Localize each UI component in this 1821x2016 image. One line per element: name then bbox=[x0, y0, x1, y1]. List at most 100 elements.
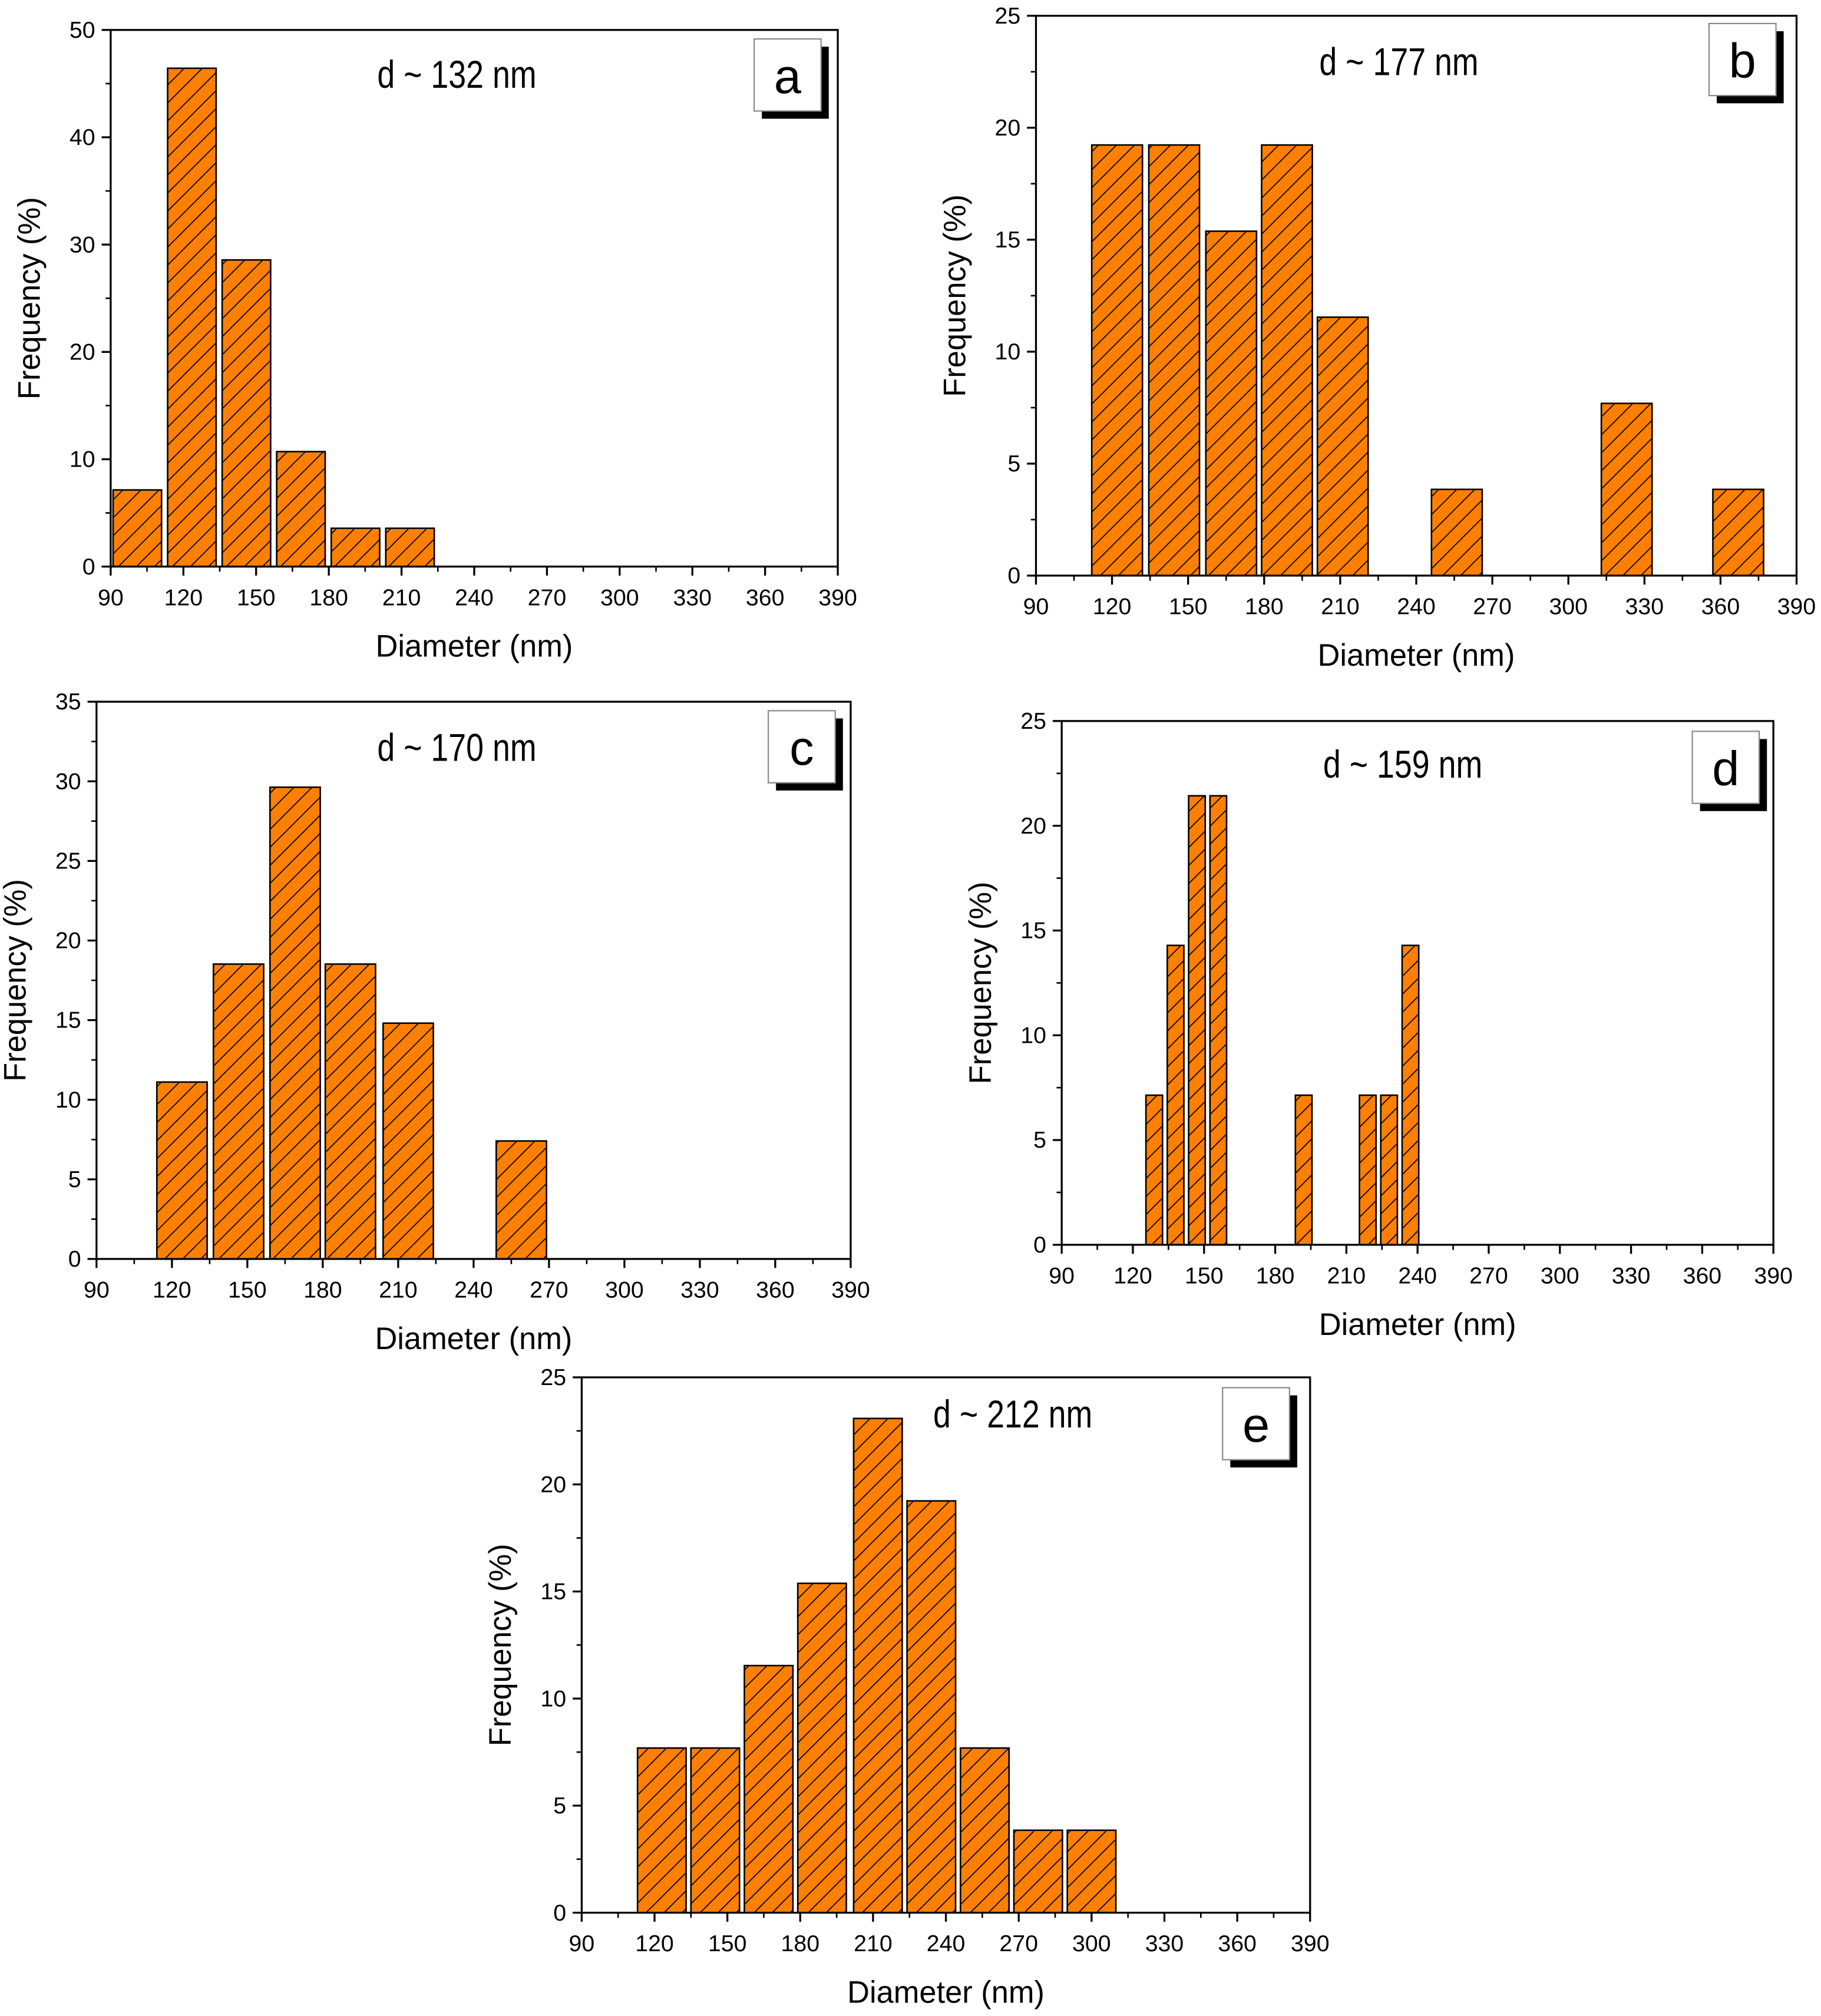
bar bbox=[276, 451, 326, 568]
x-tick-label: 240 bbox=[1397, 594, 1436, 620]
bar bbox=[690, 1747, 741, 1913]
x-tick-label: 390 bbox=[1291, 1931, 1330, 1956]
x-tick-label: 330 bbox=[1612, 1263, 1651, 1288]
y-tick-label: 10 bbox=[540, 1685, 566, 1711]
x-tick-label: 180 bbox=[1245, 594, 1284, 620]
chart-panel-b: 90 120 150 180 210 240 270 300 330 360 390 0 5 10 15 20… bbox=[938, 3, 1816, 673]
bar bbox=[1600, 402, 1653, 577]
y-tick-label: 0 bbox=[1007, 563, 1020, 589]
x-tick-label: 180 bbox=[309, 584, 348, 610]
bar bbox=[1166, 944, 1185, 1246]
bar bbox=[1294, 1094, 1313, 1246]
plot-frame bbox=[95, 700, 852, 1260]
bar bbox=[852, 1417, 903, 1913]
x-tick-label: 330 bbox=[673, 584, 712, 610]
x-tick-label: 150 bbox=[1169, 594, 1208, 620]
panel-label-box bbox=[1222, 1387, 1290, 1460]
x-axis-label: Diameter (nm) bbox=[1319, 1308, 1516, 1342]
x-tick-label: 240 bbox=[455, 584, 494, 610]
x-tick-label: 90 bbox=[1023, 594, 1049, 620]
x-tick-label: 150 bbox=[708, 1931, 747, 1956]
panel-label-box bbox=[768, 710, 836, 784]
panel-label-box bbox=[1708, 22, 1777, 97]
x-tick-label: 150 bbox=[1185, 1263, 1224, 1288]
x-tick-label: 390 bbox=[1754, 1263, 1793, 1288]
bar bbox=[1145, 1094, 1164, 1246]
x-tick-label: 360 bbox=[1218, 1931, 1257, 1956]
y-tick-label: 50 bbox=[70, 17, 95, 43]
y-tick-label: 15 bbox=[1020, 918, 1046, 944]
panel-label: c bbox=[789, 721, 814, 775]
bar bbox=[1712, 488, 1764, 577]
y-tick-label: 20 bbox=[55, 928, 81, 954]
y-tick-label: 20 bbox=[540, 1472, 566, 1498]
bar bbox=[112, 489, 163, 568]
x-tick-label: 120 bbox=[164, 584, 203, 610]
y-tick-label: 0 bbox=[68, 1246, 81, 1272]
mean-diameter-annotation: d ~ 177 nm bbox=[1319, 40, 1478, 83]
x-tick-label: 90 bbox=[84, 1277, 110, 1303]
x-tick-label: 210 bbox=[379, 1277, 418, 1303]
x-tick-label: 300 bbox=[605, 1277, 644, 1303]
bar bbox=[156, 1081, 208, 1260]
x-tick-label: 240 bbox=[454, 1277, 493, 1303]
x-tick-label: 300 bbox=[1549, 594, 1588, 620]
y-tick-label: 20 bbox=[1020, 813, 1046, 839]
bar bbox=[495, 1140, 547, 1260]
y-tick-label: 5 bbox=[553, 1793, 566, 1819]
panel-label-box bbox=[753, 38, 822, 112]
x-tick-label: 90 bbox=[98, 584, 124, 610]
y-tick-label: 20 bbox=[70, 339, 95, 365]
bar bbox=[1359, 1094, 1377, 1246]
x-tick-label: 300 bbox=[1541, 1263, 1579, 1288]
x-tick-label: 240 bbox=[1398, 1263, 1437, 1288]
x-tick-label: 330 bbox=[680, 1277, 719, 1303]
x-tick-label: 150 bbox=[228, 1277, 267, 1303]
panel-label: a bbox=[774, 49, 802, 104]
x-axis-label: Diameter (nm) bbox=[1318, 639, 1515, 673]
bar bbox=[1316, 316, 1369, 577]
x-tick-label: 270 bbox=[1473, 594, 1512, 620]
bar bbox=[1066, 1829, 1117, 1913]
x-tick-label: 390 bbox=[818, 584, 857, 610]
y-tick-label: 25 bbox=[995, 3, 1021, 29]
bar bbox=[1380, 1094, 1399, 1246]
y-tick-label: 10 bbox=[70, 447, 95, 472]
x-tick-label: 360 bbox=[1701, 594, 1740, 620]
x-tick-label: 120 bbox=[1113, 1263, 1152, 1288]
y-tick-label: 0 bbox=[1033, 1232, 1046, 1258]
bar bbox=[959, 1747, 1010, 1913]
x-tick-label: 270 bbox=[528, 584, 567, 610]
y-tick-label: 25 bbox=[55, 848, 81, 874]
y-tick-label: 30 bbox=[55, 768, 81, 794]
bar bbox=[330, 527, 381, 568]
y-tick-label: 5 bbox=[1007, 451, 1020, 477]
bar bbox=[167, 67, 217, 568]
y-tick-label: 0 bbox=[82, 554, 95, 580]
bar bbox=[1401, 944, 1420, 1246]
x-tick-label: 120 bbox=[153, 1277, 191, 1303]
x-tick-label: 360 bbox=[756, 1277, 795, 1303]
mean-diameter-annotation: d ~ 170 nm bbox=[377, 726, 536, 769]
bar bbox=[382, 1022, 434, 1260]
x-tick-label: 300 bbox=[1072, 1931, 1111, 1956]
plot-frame bbox=[110, 29, 839, 568]
y-tick-label: 15 bbox=[995, 227, 1021, 253]
y-tick-label: 10 bbox=[995, 339, 1021, 365]
x-tick-label: 270 bbox=[999, 1931, 1038, 1956]
x-tick-label: 180 bbox=[781, 1931, 819, 1956]
x-tick-label: 330 bbox=[1145, 1931, 1184, 1956]
x-tick-label: 270 bbox=[530, 1277, 569, 1303]
panel-label: e bbox=[1242, 1397, 1270, 1452]
x-tick-label: 300 bbox=[600, 584, 639, 610]
x-tick-label: 90 bbox=[569, 1931, 595, 1956]
y-tick-label: 0 bbox=[553, 1900, 566, 1926]
bar bbox=[1261, 144, 1313, 577]
x-tick-label: 210 bbox=[854, 1931, 893, 1956]
mean-diameter-annotation: d ~ 132 nm bbox=[377, 53, 536, 96]
chart-panel-e: 90 120 150 180 210 240 270 300 330 360 390 0 5 10 15 20… bbox=[484, 1364, 1329, 2010]
y-axis-label: Frequency (%) bbox=[484, 1544, 518, 1746]
chart-panel-a: 90 120 150 180 210 240 270 300 330 360 390 0 10 20 30 4… bbox=[13, 17, 857, 664]
bar bbox=[1148, 144, 1201, 577]
y-tick-label: 10 bbox=[1020, 1022, 1046, 1048]
